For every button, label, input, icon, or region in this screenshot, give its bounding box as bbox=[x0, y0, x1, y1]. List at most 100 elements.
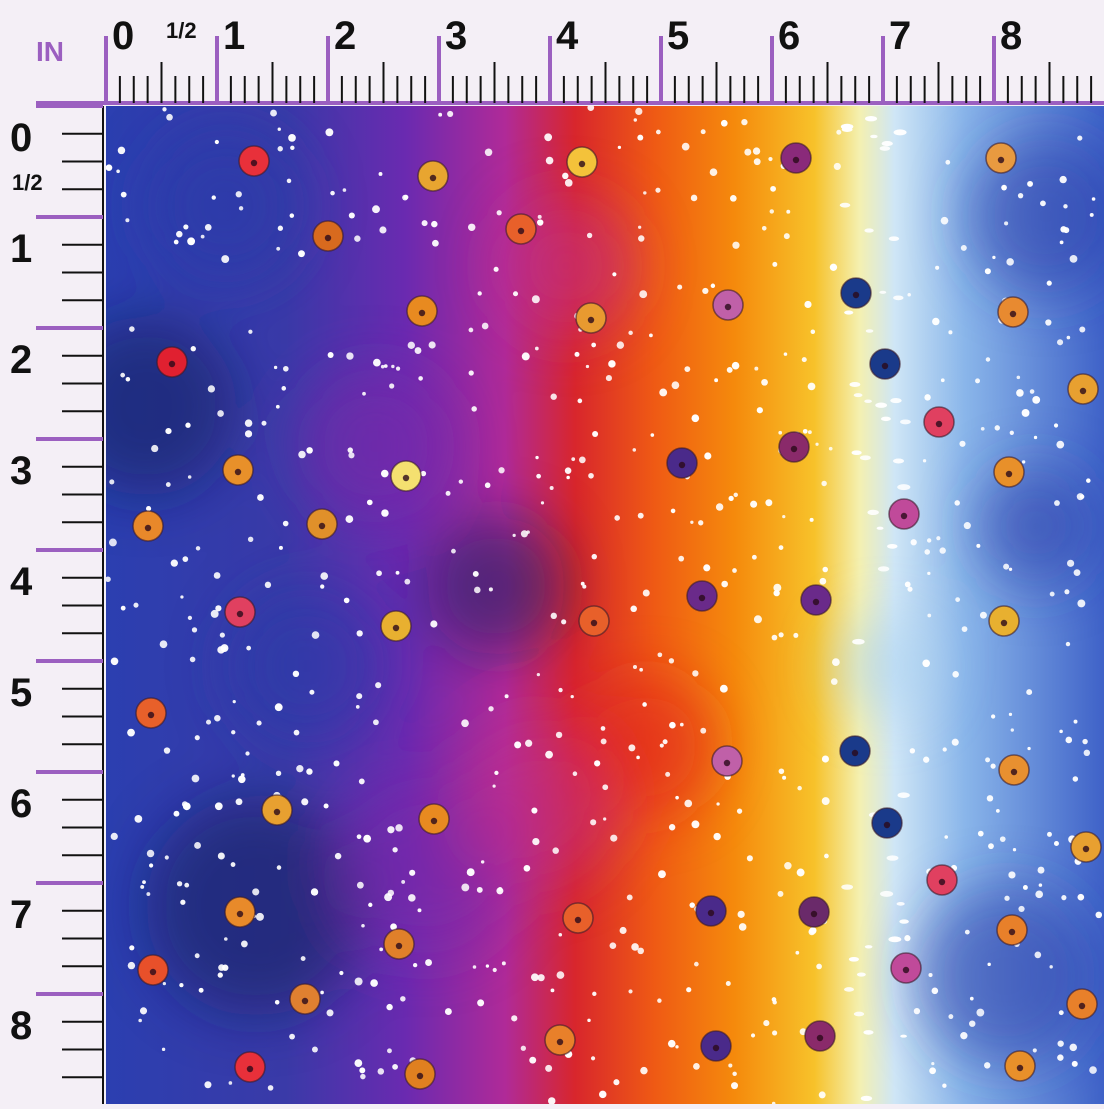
white-speckle bbox=[161, 1047, 166, 1052]
white-speckle bbox=[120, 191, 127, 198]
white-speckle bbox=[751, 554, 757, 560]
white-speckle bbox=[1056, 440, 1065, 449]
white-speckle bbox=[600, 738, 607, 745]
white-speckle bbox=[853, 1011, 865, 1017]
white-speckle bbox=[931, 1061, 935, 1066]
white-speckle bbox=[106, 576, 111, 583]
white-speckle bbox=[182, 556, 189, 562]
white-speckle bbox=[1060, 226, 1067, 233]
left-ruler-number: 2 bbox=[10, 338, 33, 382]
white-speckle bbox=[684, 366, 691, 373]
white-speckle bbox=[643, 191, 647, 195]
painted-dot bbox=[137, 954, 169, 986]
painted-dot bbox=[800, 584, 832, 616]
white-speckle bbox=[373, 719, 379, 726]
white-speckle bbox=[985, 357, 991, 362]
top-ruler-number: 1 bbox=[223, 14, 246, 58]
white-speckle bbox=[932, 317, 940, 326]
white-speckle bbox=[1017, 192, 1024, 199]
white-speckle bbox=[407, 341, 415, 349]
white-speckle bbox=[886, 855, 899, 861]
white-speckle bbox=[366, 499, 373, 506]
white-speckle bbox=[430, 620, 438, 628]
white-speckle bbox=[387, 1048, 392, 1054]
white-speckle bbox=[356, 881, 364, 889]
white-speckle bbox=[772, 261, 778, 267]
white-speckle bbox=[662, 739, 668, 745]
left-ruler-half-label: 1/2 bbox=[12, 170, 43, 195]
white-speckle bbox=[761, 378, 768, 386]
white-speckle bbox=[1006, 258, 1014, 266]
white-speckle bbox=[194, 735, 200, 741]
white-speckle bbox=[703, 564, 711, 572]
white-speckle bbox=[211, 195, 216, 200]
white-speckle bbox=[995, 809, 1000, 813]
white-speckle bbox=[590, 819, 597, 826]
white-speckle bbox=[1077, 135, 1083, 141]
white-speckle bbox=[214, 802, 223, 811]
white-speckle bbox=[327, 352, 334, 359]
painted-dot bbox=[1004, 1050, 1036, 1082]
white-speckle bbox=[954, 500, 960, 506]
painted-dot bbox=[306, 508, 338, 540]
white-speckle bbox=[948, 1014, 954, 1020]
white-speckle bbox=[244, 430, 253, 438]
white-speckle bbox=[616, 341, 625, 349]
white-speckle bbox=[692, 670, 699, 677]
white-speckle bbox=[230, 862, 236, 867]
white-speckle bbox=[531, 295, 540, 304]
white-speckle bbox=[431, 220, 438, 228]
white-speckle bbox=[555, 731, 563, 739]
white-speckle bbox=[159, 640, 168, 649]
white-speckle bbox=[675, 1045, 679, 1049]
white-speckle bbox=[146, 892, 151, 896]
white-speckle bbox=[110, 657, 119, 666]
white-speckle bbox=[1073, 719, 1078, 724]
white-speckle bbox=[640, 1066, 648, 1075]
white-speckle bbox=[189, 656, 196, 663]
white-speckle bbox=[904, 581, 911, 588]
white-speckle bbox=[534, 346, 539, 351]
white-speckle bbox=[896, 902, 905, 906]
watercolor-blot bbox=[576, 676, 716, 816]
white-speckle bbox=[752, 147, 761, 155]
white-speckle bbox=[935, 265, 940, 270]
white-speckle bbox=[530, 973, 539, 982]
white-speckle bbox=[461, 719, 469, 728]
white-speckle bbox=[310, 888, 319, 896]
white-speckle bbox=[818, 1091, 826, 1099]
white-speckle bbox=[1026, 689, 1033, 696]
white-speckle bbox=[642, 589, 650, 597]
white-speckle bbox=[731, 361, 740, 370]
white-speckle bbox=[256, 720, 262, 726]
white-speckle bbox=[498, 467, 505, 474]
white-speckle bbox=[472, 965, 477, 969]
white-speckle bbox=[404, 578, 411, 585]
white-speckle bbox=[180, 595, 184, 599]
white-speckle bbox=[1009, 430, 1014, 435]
white-speckle bbox=[879, 146, 891, 151]
white-speckle bbox=[520, 1045, 526, 1051]
white-speckle bbox=[1049, 965, 1053, 969]
white-speckle bbox=[572, 771, 578, 777]
white-speckle bbox=[856, 972, 866, 977]
white-speckle bbox=[558, 687, 563, 693]
white-speckle bbox=[864, 945, 873, 949]
white-speckle bbox=[387, 826, 395, 834]
white-speckle bbox=[540, 501, 545, 505]
white-speckle bbox=[550, 988, 555, 993]
white-speckle bbox=[425, 959, 433, 966]
white-speckle bbox=[306, 768, 313, 775]
white-speckle bbox=[395, 570, 400, 575]
white-speckle bbox=[461, 883, 470, 892]
white-speckle bbox=[744, 148, 752, 156]
white-speckle bbox=[275, 770, 282, 777]
white-speckle bbox=[786, 209, 791, 214]
white-speckle bbox=[173, 810, 180, 817]
white-speckle bbox=[187, 237, 196, 246]
white-speckle bbox=[494, 770, 499, 776]
white-speckle bbox=[1045, 319, 1052, 326]
white-speckle bbox=[929, 1067, 936, 1075]
white-speckle bbox=[924, 549, 931, 555]
white-speckle bbox=[824, 853, 829, 859]
